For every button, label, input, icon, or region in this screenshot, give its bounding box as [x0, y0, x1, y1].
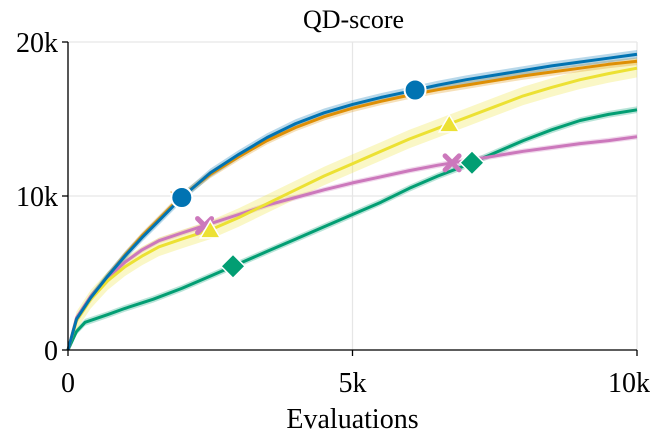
- y-tick-label: 0: [44, 336, 58, 367]
- marker-yellow: [198, 219, 222, 239]
- x-axis-title: Evaluations: [286, 404, 418, 435]
- marker-green: [219, 253, 247, 280]
- series-markers: [167, 78, 486, 280]
- marker-blue: [170, 186, 194, 210]
- x-tick-label: 10k: [608, 368, 650, 399]
- y-tick-label: 10k: [16, 182, 58, 213]
- marker-green: [458, 149, 486, 176]
- marker-pink: [442, 153, 462, 173]
- series-lines: [66, 52, 638, 351]
- series-line-blue: [66, 52, 638, 351]
- ticks: 0 5k 10k 0 10k 20k: [16, 28, 650, 399]
- marker-yellow: [437, 113, 461, 133]
- marker-blue: [403, 78, 427, 102]
- chart-title: QD-score: [303, 5, 404, 34]
- series-line-green: [66, 108, 638, 351]
- series-line-pink: [66, 135, 638, 351]
- y-tick-label: 20k: [16, 28, 58, 59]
- series-line-yellow: [66, 66, 638, 351]
- x-tick-label: 5k: [339, 368, 367, 399]
- band-yellow: [68, 58, 637, 351]
- x-tick-label: 0: [61, 368, 75, 399]
